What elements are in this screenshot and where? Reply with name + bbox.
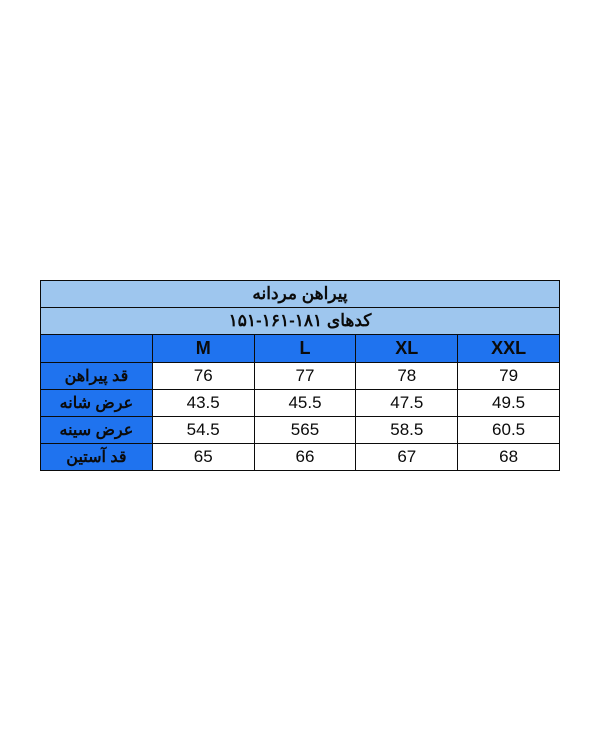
subtitle-row: کدهای ۱۸۱-۱۶۱-۱۵۱ [41, 307, 560, 334]
cell: 45.5 [254, 389, 356, 416]
size-header-blank [41, 334, 153, 362]
table-row: عرض سینه 54.5 565 58.5 60.5 [41, 416, 560, 443]
cell: 79 [458, 362, 560, 389]
table-row: عرض شانه 43.5 45.5 47.5 49.5 [41, 389, 560, 416]
table-title: پیراهن مردانه [41, 280, 560, 307]
cell: 565 [254, 416, 356, 443]
cell: 65 [152, 443, 254, 470]
cell: 58.5 [356, 416, 458, 443]
size-header-m: M [152, 334, 254, 362]
row-label: قد آستین [41, 443, 153, 470]
size-chart-table: پیراهن مردانه کدهای ۱۸۱-۱۶۱-۱۵۱ M L XL X… [40, 280, 560, 471]
cell: 67 [356, 443, 458, 470]
size-header-row: M L XL XXL [41, 334, 560, 362]
cell: 54.5 [152, 416, 254, 443]
cell: 43.5 [152, 389, 254, 416]
cell: 49.5 [458, 389, 560, 416]
size-header-xxl: XXL [458, 334, 560, 362]
cell: 77 [254, 362, 356, 389]
row-label: عرض سینه [41, 416, 153, 443]
cell: 66 [254, 443, 356, 470]
row-label: عرض شانه [41, 389, 153, 416]
page-container: پیراهن مردانه کدهای ۱۸۱-۱۶۱-۱۵۱ M L XL X… [0, 0, 600, 750]
table-subtitle: کدهای ۱۸۱-۱۶۱-۱۵۱ [41, 307, 560, 334]
size-header-xl: XL [356, 334, 458, 362]
table-row: قد پیراهن 76 77 78 79 [41, 362, 560, 389]
title-row: پیراهن مردانه [41, 280, 560, 307]
cell: 76 [152, 362, 254, 389]
cell: 78 [356, 362, 458, 389]
cell: 68 [458, 443, 560, 470]
size-header-l: L [254, 334, 356, 362]
row-label: قد پیراهن [41, 362, 153, 389]
cell: 47.5 [356, 389, 458, 416]
cell: 60.5 [458, 416, 560, 443]
table-row: قد آستین 65 66 67 68 [41, 443, 560, 470]
